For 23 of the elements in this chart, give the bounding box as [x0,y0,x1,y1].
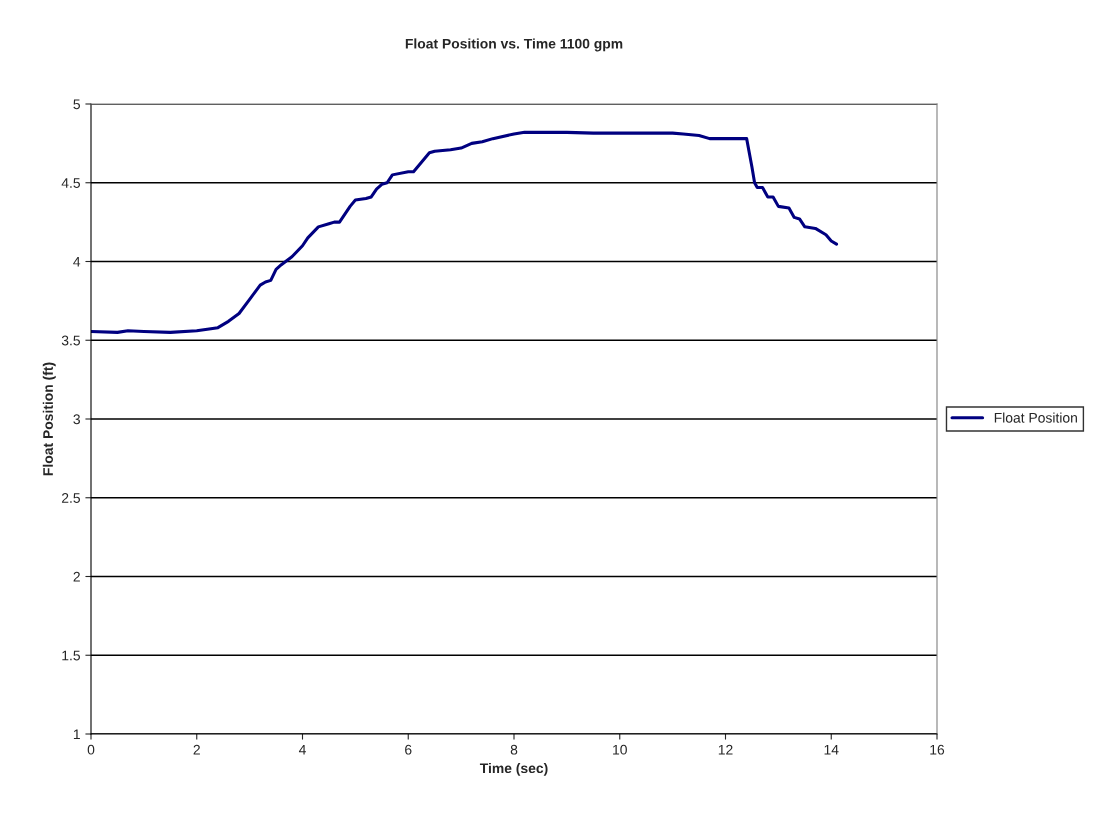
x-tick-label: 8 [510,744,518,755]
x-tick-label: 4 [298,744,306,755]
y-tick-label: 5 [73,99,80,110]
y-tick-label: 2.5 [61,493,80,503]
x-tick-label: 10 [613,744,627,755]
y-axis-title: Float Position (ft) [42,362,56,476]
legend-label: Float Position [994,412,1077,423]
y-tick-label: 3.5 [61,335,80,346]
y-tick-label: 1 [73,729,80,740]
x-tick-label: 2 [193,744,200,755]
x-tick-label: 16 [930,744,945,755]
x-tick-label: 6 [405,744,412,755]
line-series [91,130,839,334]
x-axis-title: Time (sec) [479,762,548,776]
y-tick-label: 4 [73,256,81,267]
y-tick-label: 3 [73,414,80,425]
y-tick-label: 1.5 [62,650,80,661]
y-tick-label: 2 [73,571,80,582]
x-tick-label: 14 [824,744,839,755]
chart-title: Float Position vs. Time 1100 gpm [405,38,623,52]
y-tick-label: 4.5 [61,178,80,188]
x-tick-label: 12 [718,744,733,755]
x-tick-label: 0 [87,744,95,755]
